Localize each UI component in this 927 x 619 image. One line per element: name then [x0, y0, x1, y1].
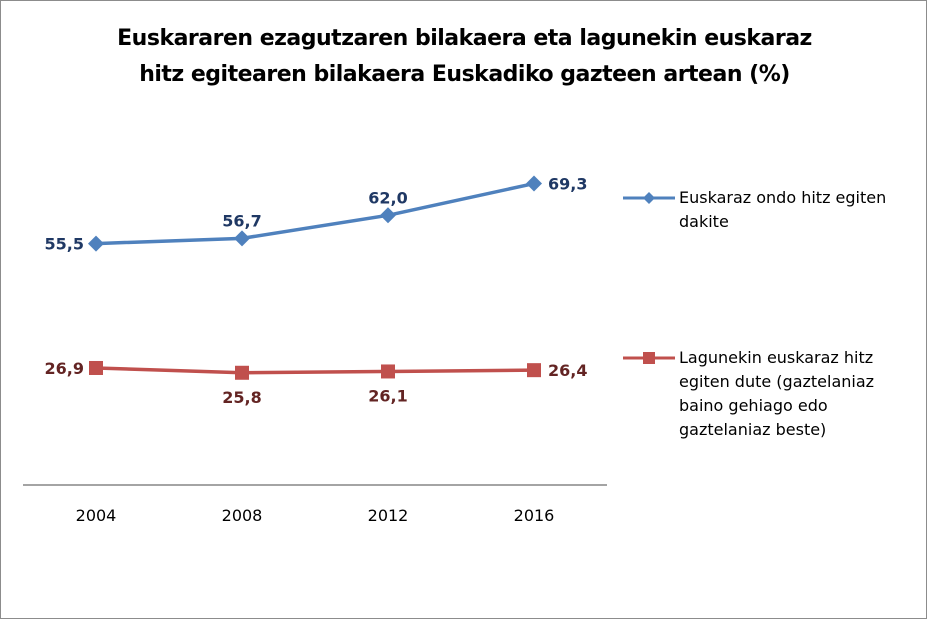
data-point-square	[527, 363, 541, 378]
data-label: 26,9	[45, 359, 84, 378]
legend-label-line: egiten dute (gaztelaniaz	[679, 372, 875, 391]
x-tick-label: 2004	[76, 506, 117, 525]
x-tick-label: 2016	[514, 506, 555, 525]
chart-title-line-1: Euskararen ezagutzaren bilakaera eta lag…	[117, 26, 812, 51]
legend-label-line: dakite	[679, 212, 729, 231]
data-label: 55,5	[45, 235, 84, 254]
data-label: 25,8	[222, 388, 261, 407]
chart-title: Euskararen ezagutzaren bilakaera eta lag…	[1, 21, 926, 93]
legend-line-diamond-icon	[623, 192, 675, 204]
chart-title-line-2: hitz egitearen bilakaera Euskadiko gazte…	[139, 62, 790, 87]
data-point-diamond	[234, 230, 250, 247]
legend-item-speaking: Lagunekin euskaraz hitz egiten dute (gaz…	[621, 346, 921, 446]
legend-label-line: Lagunekin euskaraz hitz	[679, 348, 874, 367]
data-point-diamond	[526, 175, 542, 192]
legend-line-square-icon	[623, 352, 675, 364]
legend-item-knowledge: Euskaraz ondo hitz egiten dakite	[621, 186, 921, 236]
series-line	[95, 366, 535, 375]
data-point-diamond	[88, 235, 104, 252]
legend-label-line: gaztelaniaz beste)	[679, 420, 827, 439]
data-label: 62,0	[368, 188, 407, 207]
legend-label-line: baino gehiago edo	[679, 396, 828, 415]
legend-label-line: Euskaraz ondo hitz egiten	[679, 188, 887, 207]
data-point-square	[89, 360, 103, 375]
data-label: 26,4	[548, 361, 587, 380]
data-point-square	[235, 365, 249, 380]
data-point-square	[381, 364, 395, 379]
x-tick-label: 2008	[222, 506, 263, 525]
data-label: 26,1	[368, 386, 407, 405]
data-label: 69,3	[548, 175, 587, 194]
x-tick-label: 2012	[368, 506, 409, 525]
data-point-diamond	[380, 207, 396, 224]
series-line	[95, 181, 535, 246]
data-label: 56,7	[222, 211, 261, 230]
